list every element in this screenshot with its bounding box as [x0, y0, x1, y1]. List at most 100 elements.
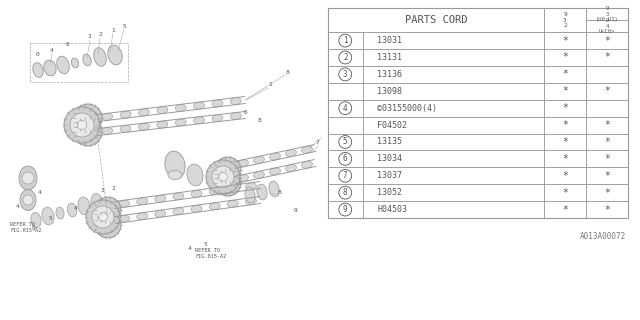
- Ellipse shape: [227, 200, 238, 207]
- Circle shape: [86, 200, 120, 234]
- Ellipse shape: [246, 198, 257, 205]
- Text: 13052: 13052: [377, 188, 402, 197]
- Circle shape: [100, 217, 116, 233]
- Text: 3: 3: [88, 35, 92, 39]
- Circle shape: [79, 123, 97, 141]
- Bar: [328, 116, 362, 133]
- Text: 6: 6: [66, 43, 70, 47]
- Circle shape: [77, 120, 87, 130]
- Text: 13136: 13136: [377, 70, 402, 79]
- Ellipse shape: [168, 171, 182, 180]
- Circle shape: [100, 202, 116, 218]
- Ellipse shape: [67, 203, 77, 217]
- Ellipse shape: [173, 208, 184, 215]
- Ellipse shape: [187, 164, 203, 186]
- Bar: [328, 49, 362, 66]
- Ellipse shape: [155, 195, 166, 202]
- Bar: [328, 8, 628, 218]
- Text: 3: 3: [343, 70, 348, 79]
- Text: PARTS CORD: PARTS CORD: [404, 15, 467, 25]
- Circle shape: [225, 180, 231, 186]
- Ellipse shape: [120, 111, 131, 118]
- Text: 2: 2: [343, 53, 348, 62]
- Bar: [586, 83, 628, 100]
- Bar: [586, 184, 628, 201]
- Ellipse shape: [155, 210, 166, 217]
- Text: 1: 1: [268, 83, 272, 87]
- Text: *: *: [562, 69, 568, 79]
- Text: 8: 8: [278, 190, 282, 196]
- Ellipse shape: [175, 119, 186, 126]
- Text: 6: 6: [244, 109, 248, 115]
- Ellipse shape: [212, 100, 223, 107]
- Ellipse shape: [102, 113, 113, 120]
- Ellipse shape: [157, 121, 168, 128]
- Text: 8: 8: [258, 117, 262, 123]
- Text: 0: 0: [35, 52, 39, 58]
- Ellipse shape: [108, 45, 122, 65]
- Circle shape: [95, 212, 121, 238]
- Bar: [544, 83, 586, 100]
- Circle shape: [22, 172, 34, 184]
- Text: 9: 9: [343, 205, 348, 214]
- Circle shape: [215, 157, 241, 183]
- Text: 4: 4: [16, 204, 20, 210]
- Bar: [328, 8, 544, 32]
- Circle shape: [95, 197, 121, 223]
- Ellipse shape: [269, 181, 279, 197]
- Text: 5: 5: [48, 215, 52, 220]
- Circle shape: [92, 206, 114, 228]
- Text: 8: 8: [285, 69, 289, 75]
- Circle shape: [212, 166, 234, 188]
- Text: 4: 4: [188, 245, 192, 251]
- Ellipse shape: [230, 113, 241, 120]
- Bar: [586, 49, 628, 66]
- Bar: [586, 167, 628, 184]
- Ellipse shape: [42, 207, 54, 225]
- Bar: [362, 83, 544, 100]
- Ellipse shape: [138, 123, 149, 130]
- Text: 9
3
(U0,U1): 9 3 (U0,U1): [596, 6, 618, 22]
- Text: A013A00072: A013A00072: [580, 232, 626, 241]
- Bar: [328, 83, 362, 100]
- Bar: [544, 49, 586, 66]
- Circle shape: [70, 113, 94, 137]
- Ellipse shape: [57, 56, 69, 74]
- Text: *: *: [562, 36, 568, 45]
- Bar: [328, 201, 362, 218]
- Circle shape: [215, 170, 241, 196]
- Text: F04502: F04502: [377, 121, 407, 130]
- Ellipse shape: [137, 198, 148, 205]
- Circle shape: [79, 109, 97, 127]
- Ellipse shape: [191, 205, 202, 212]
- Bar: [586, 150, 628, 167]
- Bar: [362, 49, 544, 66]
- Text: 2: 2: [98, 33, 102, 37]
- Ellipse shape: [209, 203, 220, 210]
- Text: *: *: [562, 86, 568, 96]
- Ellipse shape: [19, 166, 37, 190]
- Bar: [544, 8, 586, 32]
- Ellipse shape: [285, 149, 296, 157]
- Bar: [328, 133, 362, 150]
- Bar: [362, 167, 544, 184]
- Circle shape: [84, 114, 92, 122]
- Text: *: *: [604, 154, 610, 164]
- Bar: [544, 100, 586, 116]
- Bar: [328, 184, 362, 201]
- Bar: [544, 133, 586, 150]
- Text: 5: 5: [343, 138, 348, 147]
- Ellipse shape: [83, 54, 91, 66]
- Text: *: *: [604, 204, 610, 214]
- Bar: [544, 32, 586, 49]
- Ellipse shape: [138, 109, 149, 116]
- Ellipse shape: [237, 160, 248, 167]
- Circle shape: [206, 160, 240, 194]
- Text: *: *: [604, 120, 610, 130]
- Text: *: *: [562, 204, 568, 214]
- Text: *: *: [562, 103, 568, 113]
- Text: ©03155000(4): ©03155000(4): [377, 104, 437, 113]
- Text: REFER TO
FIG.015-A2: REFER TO FIG.015-A2: [195, 248, 227, 259]
- Bar: [362, 184, 544, 201]
- Ellipse shape: [72, 58, 79, 68]
